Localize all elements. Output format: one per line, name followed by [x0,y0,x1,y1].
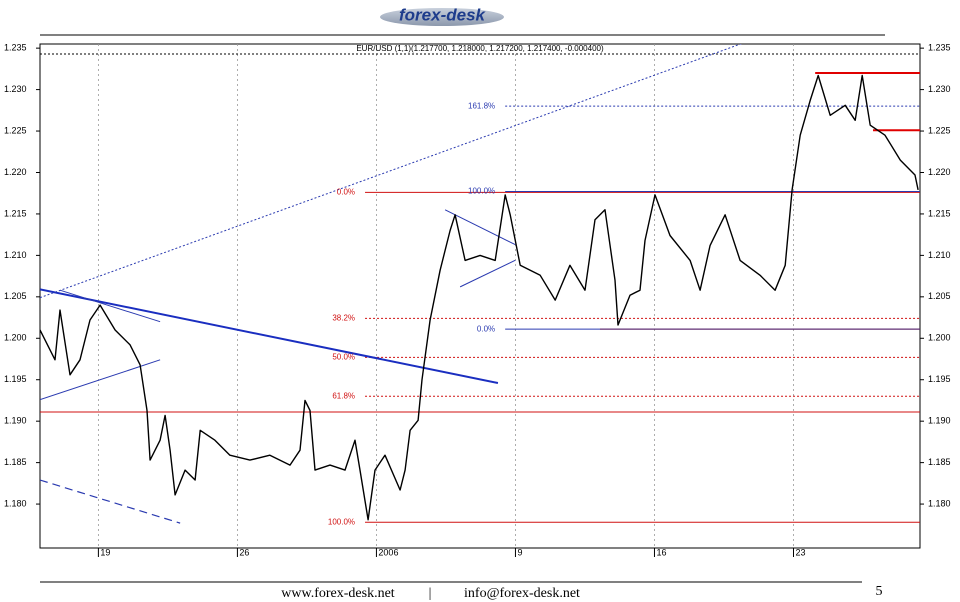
x-tick-label: 19 [100,547,110,557]
price-line [40,74,919,521]
chart-title: EUR/USD (1,1)(1.217700, 1.218000, 1.2172… [356,44,604,53]
y-tick-label: 1.185 [4,457,27,467]
y-tick-label: 1.220 [4,167,27,177]
y-tick-label: 1.195 [4,374,27,384]
y-tick-label: 1.230 [4,84,27,94]
x-tick-label: 9 [517,547,522,557]
y-tick-label: 1.200 [928,333,951,343]
level-label: 161.8% [468,101,495,110]
y-tick-label: 1.195 [928,374,951,384]
plot-frame [39,43,921,549]
plot-area [40,44,920,548]
level-label: 61.8% [332,391,355,400]
trend-line [444,209,516,246]
x-tick-label: 26 [239,547,249,557]
y-tick-label: 1.190 [928,416,951,426]
level-label: 50.0% [332,352,355,361]
logo: forex-desk [399,5,487,24]
trend-line [40,44,743,299]
y-tick-label: 1.190 [4,416,27,426]
footer-separator: | [429,586,432,601]
y-tick-label: 1.180 [928,498,951,508]
trend-line [40,288,499,385]
level-label: 0.0% [337,187,355,196]
level-label: 38.2% [332,313,355,322]
level-label: 100.0% [468,187,495,196]
y-tick-label: 1.210 [4,250,27,260]
y-tick-label: 1.180 [4,498,27,508]
trend-line [459,259,516,288]
level-label: 100.0% [328,517,355,526]
y-tick-label: 1.205 [928,291,951,301]
y-tick-label: 1.225 [928,125,951,135]
trend-line [59,289,161,323]
footer-website: www.forex-desk.net [281,586,394,601]
x-tick-label: 2006 [378,547,398,557]
x-tick-label: 23 [795,547,805,557]
level-label: 0.0% [477,324,495,333]
y-tick-label: 1.215 [928,208,951,218]
y-tick-label: 1.235 [4,43,27,53]
trend-line [40,479,181,524]
y-tick-label: 1.225 [4,125,27,135]
y-tick-label: 1.185 [928,457,951,467]
y-tick-label: 1.205 [4,291,27,301]
y-tick-label: 1.220 [928,167,951,177]
x-tick-label: 16 [656,547,666,557]
y-tick-label: 1.215 [4,208,27,218]
y-tick-label: 1.210 [928,250,951,260]
y-tick-label: 1.200 [4,333,27,343]
page-number: 5 [876,584,883,599]
logo-badge [380,8,504,26]
footer-email: info@forex-desk.net [464,586,580,601]
y-tick-label: 1.235 [928,43,951,53]
y-tick-label: 1.230 [928,84,951,94]
